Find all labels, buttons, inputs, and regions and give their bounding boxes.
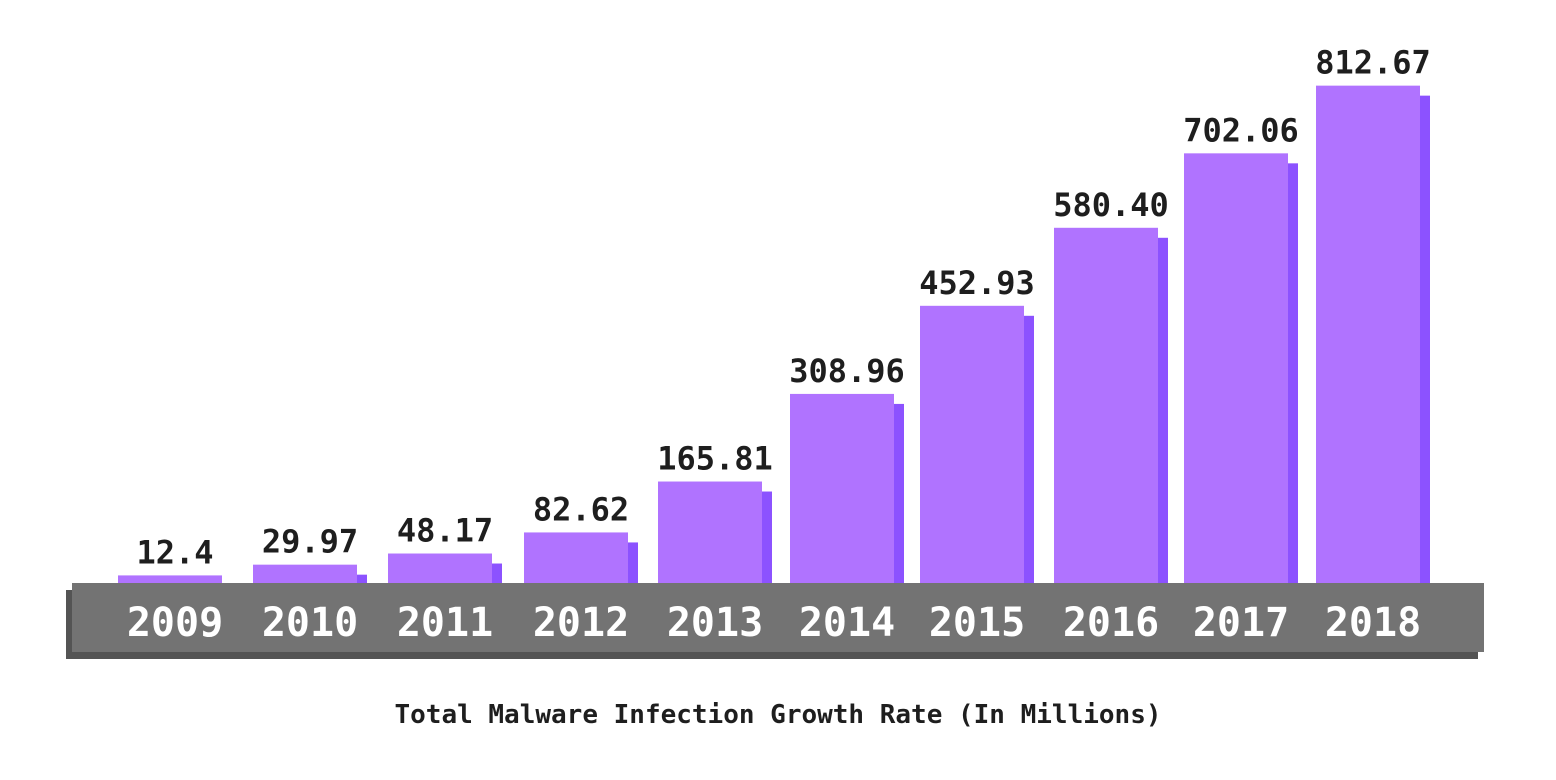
bar-side-2016 xyxy=(1158,237,1168,583)
bar-side-2011 xyxy=(492,563,502,583)
year-label-2014: 2014 xyxy=(799,600,895,646)
bar-2013 xyxy=(658,481,762,583)
year-label-2017: 2017 xyxy=(1193,600,1289,646)
value-label-2016: 580.40 xyxy=(1053,186,1169,224)
bar-2009 xyxy=(118,575,222,583)
bar-side-2010 xyxy=(357,574,367,583)
bar-2010 xyxy=(253,564,357,583)
year-label-2009: 2009 xyxy=(127,600,223,646)
bar-2018 xyxy=(1316,85,1420,583)
value-label-2010: 29.97 xyxy=(262,523,358,561)
bar-2011 xyxy=(388,553,492,583)
bar-side-2018 xyxy=(1420,95,1430,583)
bar-side-2012 xyxy=(628,542,638,583)
bar-side-2015 xyxy=(1024,315,1034,583)
year-labels-group: 2009 2010 2011 2012 2013 2014 2015 2016 2017 2018 xyxy=(127,600,1421,646)
year-label-2016: 2016 xyxy=(1063,600,1159,646)
year-label-2011: 2011 xyxy=(397,600,493,646)
bar-2015 xyxy=(920,305,1024,583)
year-label-2018: 2018 xyxy=(1325,600,1421,646)
chart-caption: Total Malware Infection Growth Rate (In … xyxy=(394,700,1162,730)
year-label-2013: 2013 xyxy=(667,600,763,646)
value-label-2009: 12.4 xyxy=(136,533,213,571)
value-label-2012: 82.62 xyxy=(533,490,629,528)
bar-side-2017 xyxy=(1288,163,1298,583)
bar-side-2014 xyxy=(894,403,904,583)
value-labels-group: 12.4 29.97 48.17 82.62 165.81 308.96 452.93 580… xyxy=(136,44,1430,572)
year-label-2012: 2012 xyxy=(533,600,629,646)
bar-2017 xyxy=(1184,153,1288,583)
value-label-2013: 165.81 xyxy=(657,440,773,478)
bar-2016 xyxy=(1054,227,1158,583)
year-label-2010: 2010 xyxy=(262,600,358,646)
axis-band xyxy=(72,583,1484,652)
bar-2014 xyxy=(790,393,894,583)
bar-2012 xyxy=(524,532,628,583)
value-label-2018: 812.67 xyxy=(1315,44,1431,82)
value-label-2015: 452.93 xyxy=(919,264,1035,302)
bars-group xyxy=(118,85,1430,583)
value-label-2017: 702.06 xyxy=(1183,111,1299,149)
year-label-2015: 2015 xyxy=(929,600,1025,646)
bar-side-2013 xyxy=(762,491,772,583)
value-label-2011: 48.17 xyxy=(397,512,493,550)
value-label-2014: 308.96 xyxy=(789,352,905,390)
